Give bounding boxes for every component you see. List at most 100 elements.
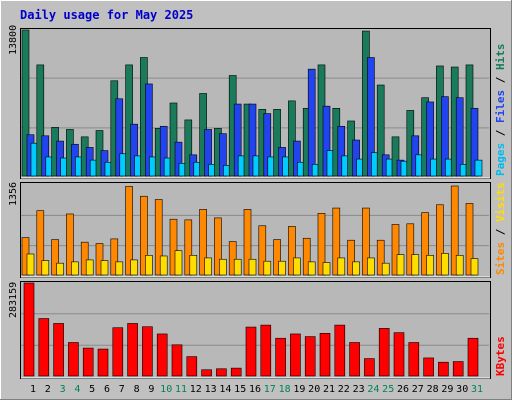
bar-hits-day-25 [376, 84, 385, 177]
x-tick-label-day-13: 13 [205, 384, 217, 395]
bar-sites-day-19 [293, 257, 301, 276]
bar-visits-day-7 [110, 238, 119, 276]
x-tick-label-day-20: 20 [308, 384, 320, 395]
bar-hits-day-18 [273, 109, 281, 177]
pages-files-hits-legend: Pages / Files / Hits [494, 44, 507, 177]
x-tick-label-day-4: 4 [74, 384, 80, 395]
bar-sites-day-15 [233, 258, 242, 276]
bar-visits-day-15 [228, 241, 237, 276]
side-legend-text: Sites / Visits [494, 182, 507, 275]
bar-kbytes-day-22 [334, 324, 346, 377]
pages-files-hits-panel: 13800 Pages / Files / Hits [8, 25, 507, 179]
bar-kbytes-day-14 [216, 368, 227, 377]
bar-visits-day-11 [169, 218, 178, 276]
x-tick-label-day-11: 11 [175, 384, 187, 395]
bar-pages-day-31 [474, 159, 483, 177]
side-legend-visits: Visits [494, 182, 507, 222]
bar-visits-day-12 [184, 219, 193, 276]
bar-files-day-13 [204, 129, 212, 177]
bar-files-day-19 [293, 140, 301, 177]
bar-kbytes-day-24 [364, 358, 375, 377]
bar-files-day-24 [367, 57, 375, 177]
bar-visits-day-26 [391, 224, 400, 276]
side-legend-text: Pages / Files / Hits [494, 44, 507, 177]
bar-sites-day-28 [426, 255, 434, 276]
bar-visits-day-6 [95, 243, 104, 276]
bar-sites-day-5 [85, 259, 94, 276]
bar-kbytes-day-11 [171, 344, 183, 377]
bar-sites-day-14 [219, 258, 227, 276]
bar-kbytes-day-20 [304, 336, 316, 377]
bar-files-day-15 [233, 103, 242, 177]
x-tick-label-day-19: 19 [293, 384, 305, 395]
bar-sites-day-25 [381, 262, 390, 276]
bar-kbytes-day-17 [260, 324, 272, 377]
x-tick-label-day-8: 8 [134, 384, 140, 395]
bar-sites-day-10 [159, 255, 168, 276]
bar-visits-day-13 [199, 209, 207, 276]
x-tick-label-day-31: 31 [471, 384, 483, 395]
bar-hits-day-12 [184, 119, 193, 177]
sites-visits-legend: Sites / Visits [494, 182, 507, 275]
bar-kbytes-day-1 [23, 282, 35, 377]
bar-kbytes-day-31 [467, 337, 479, 377]
bar-files-day-16 [248, 103, 257, 177]
bar-files-day-23 [352, 139, 360, 177]
bar-kbytes-day-16 [245, 326, 257, 377]
x-tick-label-day-17: 17 [264, 384, 276, 395]
bar-visits-day-22 [332, 207, 341, 276]
bar-sites-day-23 [352, 261, 360, 276]
bar-visits-day-10 [154, 199, 163, 276]
bar-files-day-14 [219, 133, 227, 177]
bar-sites-day-1 [26, 253, 35, 276]
x-tick-label-day-12: 12 [190, 384, 202, 395]
chart-title: Daily usage for May 2025 [20, 8, 193, 22]
bar-hits-day-26 [391, 136, 400, 177]
bar-files-day-28 [426, 101, 434, 177]
bar-kbytes-day-3 [53, 323, 64, 377]
side-legend-text: KBytes [494, 336, 507, 376]
bar-sites-day-29 [441, 253, 449, 276]
bar-sites-day-11 [174, 250, 183, 276]
bar-kbytes-day-23 [349, 342, 360, 377]
bar-sites-day-31 [470, 258, 479, 276]
x-tick-label-day-3: 3 [60, 384, 66, 395]
bar-visits-day-14 [214, 217, 222, 276]
x-tick-label-day-29: 29 [441, 384, 453, 395]
bar-visits-day-20 [302, 237, 311, 276]
bar-kbytes-day-9 [142, 326, 153, 377]
kbytes-panel: 283159 KBytes [8, 281, 507, 379]
bar-kbytes-day-25 [378, 328, 390, 377]
panel3-ymax-label: 283159 [8, 282, 19, 318]
bar-visits-day-23 [347, 239, 355, 276]
bar-sites-day-16 [248, 258, 257, 276]
x-tick-label-day-26: 26 [397, 384, 409, 395]
bar-sites-day-13 [204, 257, 212, 276]
x-tick-label-day-10: 10 [160, 384, 172, 395]
bar-kbytes-day-4 [68, 342, 79, 377]
x-tick-label-day-23: 23 [353, 384, 365, 395]
x-tick-label-day-16: 16 [249, 384, 261, 395]
bar-sites-day-12 [189, 255, 198, 276]
bar-sites-day-3 [56, 262, 64, 276]
bar-kbytes-day-6 [97, 348, 109, 377]
bar-visits-day-31 [465, 203, 474, 276]
bar-kbytes-day-21 [319, 333, 331, 377]
bar-sites-day-6 [100, 260, 109, 276]
bar-kbytes-day-28 [423, 357, 434, 377]
x-tick-label-day-21: 21 [323, 384, 335, 395]
x-tick-label-day-28: 28 [427, 384, 439, 395]
bar-kbytes-day-2 [38, 318, 50, 377]
side-legend-separator: / [494, 222, 507, 242]
bar-visits-day-28 [421, 212, 429, 276]
x-tick-label-day-18: 18 [279, 384, 291, 395]
bar-hits-day-2 [36, 64, 45, 177]
day-axis-labels: 1 2 3 4 5 6 7 8 9 10 11 12 13 14 15 16 17 18 19 20 21 22 23 24 2… [30, 384, 483, 395]
bar-kbytes-day-15 [230, 367, 242, 377]
bar-kbytes-day-19 [290, 333, 301, 377]
bar-hits-day-1 [21, 29, 30, 177]
x-tick-label-day-2: 2 [45, 384, 51, 395]
bar-files-day-31 [470, 107, 479, 177]
bar-visits-day-2 [36, 210, 45, 276]
bar-sites-day-4 [71, 261, 79, 276]
